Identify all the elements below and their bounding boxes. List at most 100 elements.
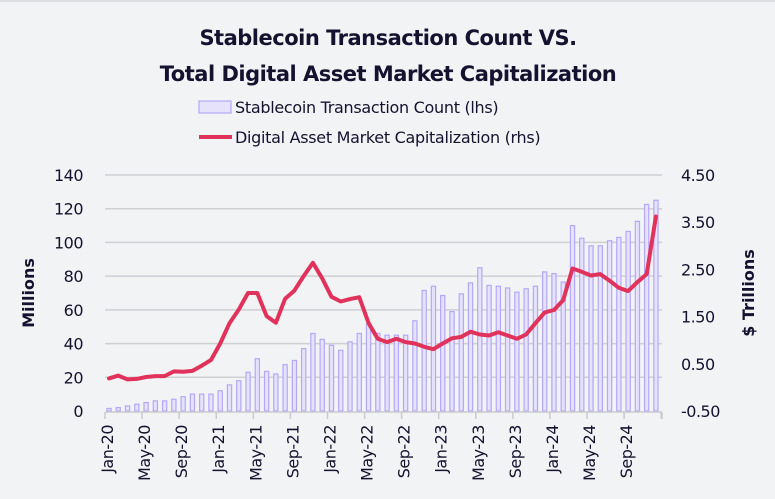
x-tick-label: Jan-22 bbox=[320, 425, 339, 474]
legend-label-line: Digital Asset Market Capitalization (rhs… bbox=[235, 128, 540, 147]
bar bbox=[393, 334, 400, 412]
x-tick-label: May-20 bbox=[135, 425, 154, 481]
bar bbox=[560, 281, 566, 412]
bar-series bbox=[106, 199, 659, 412]
bar bbox=[402, 334, 409, 412]
bar bbox=[300, 348, 307, 412]
x-axis bbox=[104, 411, 663, 419]
bar bbox=[115, 407, 121, 412]
bar bbox=[597, 245, 604, 412]
bar bbox=[273, 373, 279, 412]
bar bbox=[263, 370, 270, 412]
bar bbox=[171, 398, 177, 412]
right-tick-label: 2.50 bbox=[681, 260, 715, 279]
bar bbox=[504, 287, 511, 412]
bar bbox=[365, 323, 372, 412]
bar bbox=[291, 359, 298, 412]
bar bbox=[551, 273, 557, 412]
left-axis-title: Millions bbox=[19, 258, 38, 328]
bar bbox=[421, 289, 427, 412]
bar bbox=[477, 267, 483, 412]
x-tick-label: Jan-23 bbox=[432, 425, 451, 474]
chart-title-line-1: Stablecoin Transaction Count VS. bbox=[199, 26, 576, 50]
bar bbox=[152, 400, 159, 412]
bar bbox=[616, 236, 622, 412]
bar bbox=[412, 320, 418, 412]
bar bbox=[134, 403, 140, 412]
bar bbox=[208, 393, 214, 412]
x-tick-label: May-21 bbox=[246, 425, 265, 481]
bar bbox=[254, 358, 261, 412]
bar bbox=[236, 380, 242, 412]
right-tick-label: 3.50 bbox=[681, 213, 715, 232]
line-series bbox=[107, 214, 658, 382]
right-tick-label: 4.50 bbox=[681, 166, 715, 185]
gridlines bbox=[105, 174, 662, 379]
bar bbox=[245, 371, 251, 412]
left-tick-label: 140 bbox=[54, 166, 83, 185]
bar bbox=[199, 393, 205, 412]
x-tick-label: May-22 bbox=[358, 425, 377, 481]
right-axis-title: $ Trillions bbox=[739, 249, 758, 337]
bar bbox=[495, 285, 502, 412]
legend: Stablecoin Transaction Count (lhs) Digit… bbox=[198, 98, 541, 147]
bar bbox=[449, 310, 455, 412]
left-axis-ticks: 0 20 40 60 80 100 120 140 bbox=[54, 166, 84, 421]
left-tick-label: 0 bbox=[73, 402, 83, 421]
bar bbox=[180, 396, 186, 412]
bar bbox=[384, 334, 390, 412]
bar bbox=[189, 393, 196, 412]
bar bbox=[143, 401, 149, 412]
x-tick-label: Sep-23 bbox=[506, 425, 525, 478]
bar bbox=[606, 240, 613, 412]
x-tick-label: May-23 bbox=[469, 425, 488, 481]
left-tick-label: 60 bbox=[64, 301, 84, 320]
x-tick-label: Sep-22 bbox=[395, 425, 414, 478]
left-tick-label: 100 bbox=[54, 233, 83, 252]
bar bbox=[161, 400, 168, 412]
left-tick-label: 20 bbox=[64, 368, 84, 387]
bar bbox=[319, 338, 325, 412]
bar bbox=[467, 282, 474, 412]
bar bbox=[282, 364, 288, 412]
bar bbox=[328, 344, 335, 412]
bar bbox=[643, 203, 650, 412]
bar bbox=[625, 230, 631, 412]
bar bbox=[338, 349, 344, 412]
right-tick-label: -0.50 bbox=[681, 402, 720, 421]
bar bbox=[634, 220, 641, 412]
bar bbox=[579, 237, 585, 412]
x-tick-label: Sep-21 bbox=[283, 425, 302, 478]
x-tick-label: May-24 bbox=[580, 425, 599, 481]
bar bbox=[541, 271, 548, 412]
bar bbox=[532, 285, 539, 412]
left-tick-label: 80 bbox=[64, 267, 84, 286]
x-tick-label: Jan-24 bbox=[543, 425, 562, 474]
bar bbox=[375, 332, 381, 412]
bar bbox=[458, 293, 464, 412]
x-tick-label: Jan-20 bbox=[98, 425, 117, 474]
right-axis-ticks: -0.50 0.50 1.50 2.50 3.50 4.50 bbox=[681, 166, 721, 421]
chart-title-line-2: Total Digital Asset Market Capitalizatio… bbox=[160, 62, 616, 86]
bar bbox=[486, 284, 492, 412]
bar bbox=[217, 390, 223, 412]
bar bbox=[226, 384, 233, 412]
x-tick-label: Sep-24 bbox=[617, 425, 636, 479]
right-tick-label: 1.50 bbox=[681, 308, 715, 327]
legend-label-bar: Stablecoin Transaction Count (lhs) bbox=[235, 98, 498, 117]
legend-swatch-bar bbox=[198, 100, 232, 114]
x-tick-label: Sep-20 bbox=[172, 425, 191, 479]
bar bbox=[124, 405, 131, 412]
bar bbox=[347, 341, 353, 412]
bar bbox=[356, 332, 362, 412]
right-tick-label: 0.50 bbox=[681, 355, 715, 374]
x-tick-label: Jan-21 bbox=[209, 425, 228, 474]
bar bbox=[310, 332, 316, 412]
bar bbox=[569, 224, 576, 412]
left-tick-label: 120 bbox=[54, 200, 83, 219]
bar bbox=[514, 291, 520, 412]
left-tick-label: 40 bbox=[64, 335, 84, 354]
bar bbox=[440, 294, 446, 412]
bar bbox=[588, 245, 594, 412]
